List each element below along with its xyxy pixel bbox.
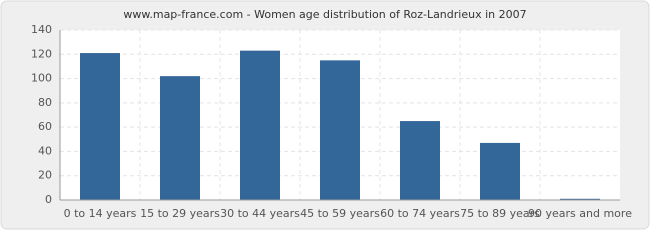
y-tick-label: 100 xyxy=(31,72,52,85)
y-tick-label: 80 xyxy=(38,96,52,109)
x-tick-label: 0 to 14 years xyxy=(64,207,137,220)
bar xyxy=(160,76,200,200)
y-tick-label: 0 xyxy=(45,193,52,206)
y-tick-label: 140 xyxy=(31,23,52,36)
chart: www.map-france.com - Women age distribut… xyxy=(0,0,650,230)
bar xyxy=(480,142,520,200)
y-tick-label: 40 xyxy=(38,144,52,157)
x-tick-label: 30 to 44 years xyxy=(220,207,300,220)
x-tick-label: 45 to 59 years xyxy=(300,207,380,220)
x-tick-label: 60 to 74 years xyxy=(380,207,460,220)
bar xyxy=(320,60,360,200)
y-tick-label: 120 xyxy=(31,47,52,60)
x-tick-label: 15 to 29 years xyxy=(140,207,220,220)
x-tick-label: 75 to 89 years xyxy=(460,207,540,220)
bar xyxy=(560,198,600,200)
y-tick-label: 20 xyxy=(38,169,52,182)
x-tick-label: 90 years and more xyxy=(528,207,632,220)
y-tick-label: 60 xyxy=(38,120,52,133)
bar xyxy=(80,53,120,201)
bar xyxy=(240,50,280,201)
chart-title: www.map-france.com - Women age distribut… xyxy=(123,8,526,21)
bar xyxy=(400,121,440,200)
